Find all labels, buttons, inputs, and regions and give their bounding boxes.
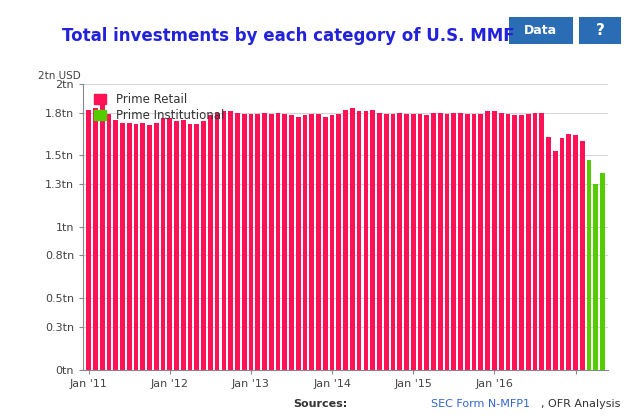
Bar (553, 151, 557, 370)
Bar (215, 113, 220, 370)
Bar (573, 135, 578, 370)
Bar (316, 114, 321, 370)
Bar (343, 110, 348, 370)
Text: Total investments by each category of U.S. MMF: Total investments by each category of U.… (61, 27, 515, 45)
Bar (532, 113, 538, 370)
Bar (384, 114, 388, 370)
Bar (113, 120, 118, 370)
Bar (566, 134, 571, 370)
Bar (350, 108, 355, 370)
Bar (337, 114, 341, 370)
Bar (269, 114, 273, 370)
Text: Sources:: Sources: (293, 399, 348, 409)
Bar (600, 358, 605, 370)
Bar (411, 114, 415, 370)
Bar (492, 111, 497, 370)
Bar (93, 108, 98, 370)
Bar (255, 114, 260, 370)
Bar (262, 113, 267, 370)
Bar (323, 117, 328, 370)
Bar (499, 113, 504, 370)
Bar (181, 120, 186, 370)
Bar (404, 114, 409, 370)
Bar (472, 114, 476, 370)
Bar (356, 111, 362, 370)
Bar (526, 114, 531, 370)
Bar (445, 114, 449, 370)
Bar (154, 123, 159, 370)
Bar (559, 138, 564, 370)
Text: ?: ? (596, 23, 604, 38)
Bar (540, 113, 544, 370)
Bar (397, 113, 402, 370)
Text: 2tn USD: 2tn USD (38, 71, 81, 81)
Bar (106, 114, 111, 370)
Bar (438, 113, 443, 370)
Bar (201, 121, 206, 370)
Bar (593, 357, 598, 370)
Bar (330, 116, 335, 370)
Bar (235, 113, 240, 370)
Bar (512, 116, 517, 370)
Bar (140, 123, 145, 370)
Bar (465, 114, 470, 370)
Bar (479, 114, 483, 370)
Bar (221, 111, 226, 370)
Bar (458, 113, 463, 370)
Bar (289, 116, 294, 370)
Bar (431, 113, 436, 370)
Bar (174, 121, 179, 370)
Bar (296, 117, 301, 370)
Bar (248, 114, 253, 370)
Bar (195, 124, 199, 370)
Bar (127, 123, 132, 370)
Bar (371, 110, 375, 370)
Bar (168, 118, 172, 370)
Bar (86, 110, 91, 370)
Bar (364, 111, 368, 370)
Bar (593, 184, 598, 370)
Bar (580, 141, 585, 370)
Bar (506, 114, 510, 370)
Bar (451, 113, 456, 370)
Bar (424, 116, 429, 370)
Bar (147, 126, 152, 370)
Bar (228, 111, 233, 370)
Bar (309, 114, 314, 370)
Bar (377, 113, 382, 370)
Bar (485, 111, 490, 370)
Text: Data: Data (524, 24, 557, 37)
Bar (587, 160, 591, 370)
Bar (519, 116, 524, 370)
Bar (587, 357, 591, 370)
Bar (276, 113, 280, 370)
Bar (418, 114, 422, 370)
Bar (600, 173, 605, 370)
Bar (161, 118, 165, 370)
Bar (242, 114, 246, 370)
Bar (282, 114, 287, 370)
Legend: Prime Retail, Prime Institutional: Prime Retail, Prime Institutional (94, 93, 224, 122)
Bar (303, 116, 307, 370)
Bar (390, 114, 396, 370)
Bar (100, 104, 104, 370)
Text: , OFR Analysis: , OFR Analysis (541, 399, 621, 409)
Bar (208, 116, 212, 370)
Bar (134, 124, 138, 370)
Bar (120, 123, 125, 370)
Text: SEC Form N-MFP1: SEC Form N-MFP1 (431, 399, 530, 409)
Bar (546, 137, 551, 370)
Bar (188, 124, 193, 370)
